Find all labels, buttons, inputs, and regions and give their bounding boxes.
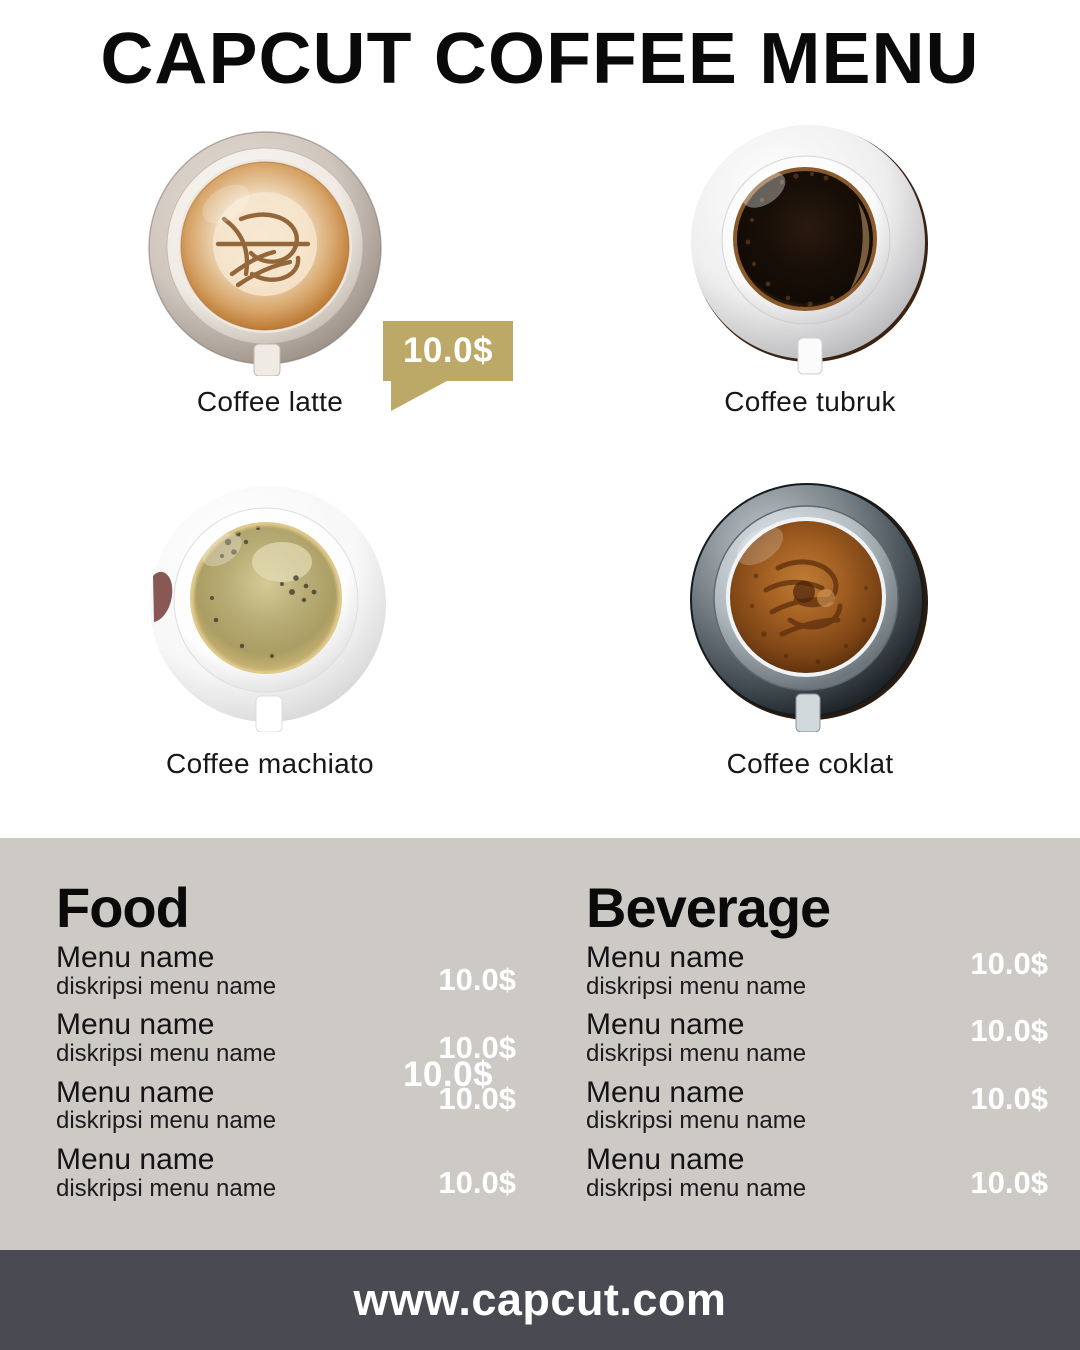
featured-item-coffee-machiato[interactable]: Coffee machiato 10.0$ <box>0 478 540 1135</box>
coffee-cup-coklat-icon <box>686 480 934 732</box>
menu-item-price: 10.0$ <box>438 962 516 998</box>
featured-item-label: Coffee coklat <box>726 748 894 779</box>
menu-item-description: diskripsi menu name <box>56 1107 277 1135</box>
menu-item-price: 10.0$ <box>970 1080 1048 1116</box>
featured-coffee-grid: Coffee latte 10.0$ <box>0 118 1080 1135</box>
menu-list-item[interactable]: Menu name diskripsi menu name 10.0$ <box>56 1144 516 1202</box>
menu-item-text: Menu name diskripsi menu name <box>586 1009 806 1067</box>
menu-item-name: Menu name <box>56 1075 215 1109</box>
badge-tail <box>391 381 447 411</box>
menu-list-item[interactable]: Menu name diskripsi menu name 10.0$ <box>586 1009 1048 1067</box>
menu-item-price: 10.0$ <box>970 1164 1048 1200</box>
menu-item-description: diskripsi menu name <box>56 1039 277 1067</box>
website-url[interactable]: www.capcut.com <box>353 1274 727 1325</box>
menu-item-name: Menu name <box>56 1143 215 1177</box>
menu-item-text: Menu name diskripsi menu name <box>586 942 806 1000</box>
menu-item-name: Menu name <box>586 941 745 974</box>
menu-item-description: diskripsi menu name <box>586 1107 807 1135</box>
section-title-beverage: Beverage <box>586 876 831 939</box>
menu-item-description: diskripsi menu name <box>56 1174 277 1202</box>
featured-item-coffee-latte[interactable]: Coffee latte 10.0$ <box>0 118 540 478</box>
menu-list-item[interactable]: Menu name diskripsi menu name 10.0$ <box>56 1077 516 1135</box>
menu-item-text: Menu name diskripsi menu name <box>56 942 276 1000</box>
price-badge[interactable]: 10.0$ <box>383 321 513 411</box>
page-title: CAPCUT COFFEE MENU <box>100 19 980 99</box>
menu-list-item[interactable]: Menu name diskripsi menu name 10.0$ <box>56 1009 516 1067</box>
price-value: 10.0$ <box>402 331 494 370</box>
footer-bar: www.capcut.com <box>0 1250 1080 1350</box>
featured-item-label: Coffee tubruk <box>724 386 896 417</box>
menu-list-item[interactable]: Menu name diskripsi menu name 10.0$ <box>586 942 1048 1000</box>
menu-item-description: diskripsi menu name <box>56 972 277 1000</box>
menu-item-price: 10.0$ <box>970 1013 1048 1049</box>
menu-header: CAPCUT COFFEE MENU <box>0 0 1080 118</box>
menu-lists-panel: Food Menu name diskripsi menu name 10.0$… <box>0 838 1080 1250</box>
menu-item-description: diskripsi menu name <box>586 1174 807 1202</box>
menu-item-price: 10.0$ <box>438 1029 516 1065</box>
coffee-cup-machiato-icon <box>146 480 394 732</box>
menu-item-text: Menu name diskripsi menu name <box>56 1009 276 1067</box>
price-value: 10.0$ <box>402 1055 494 1094</box>
menu-list-item[interactable]: Menu name diskripsi menu name 10.0$ <box>586 1077 1048 1135</box>
menu-item-text: Menu name diskripsi menu name <box>586 1144 806 1202</box>
featured-item-coffee-tubruk[interactable]: Coffee tubruk 10.0$ <box>540 118 1080 478</box>
menu-item-name: Menu name <box>56 1008 215 1042</box>
coffee-cup-black-icon <box>686 124 934 376</box>
menu-item-description: diskripsi menu name <box>586 1039 807 1067</box>
menu-item-price: 10.0$ <box>970 946 1048 981</box>
menu-list-item[interactable]: Menu name diskripsi menu name 10.0$ <box>56 942 516 1000</box>
food-section: Food Menu name diskripsi menu name 10.0$… <box>0 880 540 1212</box>
section-title-food: Food <box>56 876 190 939</box>
menu-item-name: Menu name <box>586 1143 745 1177</box>
menu-item-name: Menu name <box>56 941 215 974</box>
menu-item-price: 10.0$ <box>438 1080 516 1116</box>
featured-item-coffee-coklat[interactable]: Coffee coklat 10.0$ <box>540 478 1080 838</box>
featured-item-label: Coffee machiato <box>166 748 374 779</box>
menu-item-text: Menu name diskripsi menu name <box>586 1077 806 1135</box>
menu-item-text: Menu name diskripsi menu name <box>56 1144 276 1202</box>
menu-item-text: Menu name diskripsi menu name <box>56 1077 276 1135</box>
beverage-section: Beverage Menu name diskripsi menu name 1… <box>540 880 1080 1212</box>
coffee-cup-latte-icon <box>146 124 394 376</box>
menu-item-description: diskripsi menu name <box>586 972 807 1000</box>
menu-item-price: 10.0$ <box>438 1164 516 1200</box>
featured-item-label: Coffee latte <box>196 386 344 417</box>
menu-list-item[interactable]: Menu name diskripsi menu name 10.0$ <box>586 1144 1048 1202</box>
menu-item-name: Menu name <box>586 1008 745 1042</box>
menu-item-name: Menu name <box>586 1075 745 1109</box>
